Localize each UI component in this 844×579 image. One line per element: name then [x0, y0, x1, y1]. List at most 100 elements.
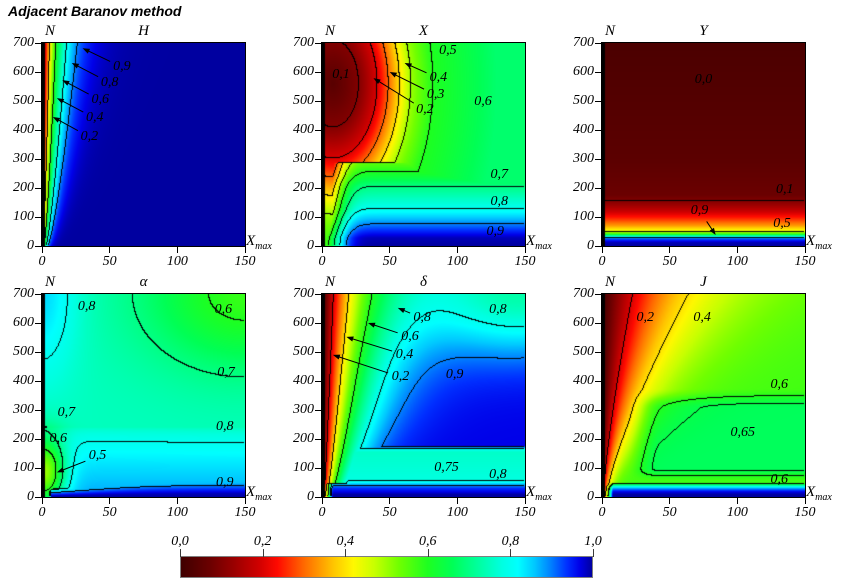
- x-tick-label: 50: [102, 505, 117, 520]
- y-tick: [35, 42, 41, 44]
- contour-label-J-0_2: 0,2: [636, 310, 655, 326]
- contour-label-delta-0_4: 0,4: [395, 346, 414, 362]
- y-tick-label: 300: [293, 402, 314, 417]
- y-tick: [595, 438, 601, 440]
- y-tick: [315, 216, 321, 218]
- y-tick-label: 100: [13, 460, 34, 475]
- y-tick-label: 400: [13, 373, 34, 388]
- y-tick-label: 300: [13, 151, 34, 166]
- contour-label-J-0_65: 0,65: [730, 424, 755, 440]
- y-axis-label-J: N: [605, 274, 616, 290]
- y-tick: [595, 351, 601, 353]
- x-tick: [109, 498, 111, 504]
- plot-Y: 0,0 0,1 0,9 0,5 Y N Xmax 0 100 200 300 400 500 600 700…: [573, 23, 832, 269]
- x-tick-label: 150: [234, 254, 256, 269]
- contour-label-Y-0_0: 0,0: [694, 72, 713, 88]
- x-tick-label: 0: [318, 505, 326, 520]
- x-tick: [601, 247, 603, 253]
- y-tick-label: 500: [293, 344, 314, 359]
- plot-alpha: 0,8 0,6 0,7 0,7 0,6 0,5 0,8 0,9 α N Xmax 0 100 200 300…: [13, 274, 272, 520]
- y-tick-label: 0: [587, 489, 594, 504]
- y-tick-label: 100: [573, 209, 594, 224]
- y-tick: [595, 245, 601, 247]
- y-tick: [35, 129, 41, 131]
- y-tick-label: 200: [573, 180, 594, 195]
- heatmap-H: [41, 42, 246, 247]
- contour-label-X-0_6: 0,6: [474, 93, 492, 109]
- x-axis-label-Y: Xmax: [806, 233, 832, 252]
- x-tick-label: 0: [598, 505, 606, 520]
- x-tick: [736, 247, 738, 253]
- y-tick-label: 400: [573, 373, 594, 388]
- y-tick: [315, 158, 321, 160]
- plot-title-X: X: [418, 23, 429, 39]
- x-tick: [176, 498, 178, 504]
- colorbar-tick: [593, 549, 594, 557]
- y-axis-label-alpha: N: [45, 274, 56, 290]
- y-tick-label: 200: [293, 431, 314, 446]
- x-tick-label: 50: [102, 254, 117, 269]
- contour-label-alpha-0_6: 0,6: [214, 301, 233, 317]
- y-tick: [315, 293, 321, 295]
- contour-label-delta-0_6: 0,6: [401, 328, 419, 344]
- x-tick-label: 0: [318, 254, 326, 269]
- contour-label-alpha-0_8: 0,8: [215, 419, 234, 435]
- contour-label-X-0_1: 0,1: [332, 66, 350, 82]
- heatmap-delta: [321, 293, 526, 498]
- plot-title-alpha: α: [139, 274, 148, 290]
- y-tick: [315, 380, 321, 382]
- y-tick: [35, 351, 41, 353]
- contour-label-H-0_2: 0,2: [80, 128, 99, 144]
- y-tick: [35, 245, 41, 247]
- x-tick-label: 0: [598, 254, 606, 269]
- x-tick: [176, 247, 178, 253]
- y-tick: [315, 42, 321, 44]
- x-tick: [456, 498, 458, 504]
- y-tick-label: 500: [573, 93, 594, 108]
- x-tick: [244, 498, 246, 504]
- y-tick-label: 200: [13, 431, 34, 446]
- colorbar-tick-label: 0,6: [419, 534, 437, 549]
- y-tick-label: 200: [13, 180, 34, 195]
- x-tick: [41, 247, 43, 253]
- contour-label-Y-0_1: 0,1: [775, 182, 794, 198]
- colorbar-tick: [427, 549, 429, 557]
- y-tick-label: 300: [573, 402, 594, 417]
- contour-label-H-0_8: 0,8: [100, 74, 119, 90]
- plot-title-delta: δ: [420, 274, 427, 290]
- y-tick-label: 700: [573, 286, 594, 301]
- colorbar-tick-label: 1,0: [584, 534, 602, 549]
- y-tick-label: 100: [573, 460, 594, 475]
- y-tick-label: 500: [13, 93, 34, 108]
- contour-label-X-0_2: 0,2: [416, 101, 434, 117]
- plot-J: 0,2 0,4 0,6 0,65 0,6 J N Xmax 0 100 200 300 400 500 60…: [573, 274, 832, 520]
- y-tick-label: 200: [573, 431, 594, 446]
- y-tick: [315, 409, 321, 411]
- y-tick: [595, 293, 601, 295]
- contour-label-H-0_6: 0,6: [91, 92, 109, 108]
- y-tick-label: 600: [573, 64, 594, 79]
- y-tick-label: 100: [293, 460, 314, 475]
- y-tick: [315, 438, 321, 440]
- y-tick-label: 500: [573, 344, 594, 359]
- y-tick: [315, 129, 321, 131]
- y-tick-label: 100: [293, 209, 314, 224]
- x-tick-label: 150: [794, 254, 816, 269]
- contour-label-J-0_6: 0,6: [770, 471, 789, 487]
- colorbar-tick: [510, 549, 512, 557]
- y-tick: [35, 409, 41, 411]
- plot-title-H: H: [138, 23, 149, 39]
- heatmap-Y: [601, 42, 806, 247]
- y-tick-label: 300: [13, 402, 34, 417]
- colorbar-tick-label: 0,8: [501, 534, 520, 549]
- x-tick: [669, 498, 671, 504]
- figure-title: Adjacent Baranov method: [8, 3, 182, 19]
- heatmap-X: [321, 42, 526, 247]
- x-tick-label: 100: [726, 254, 748, 269]
- x-tick: [389, 247, 391, 253]
- x-tick-label: 50: [662, 254, 677, 269]
- y-tick: [595, 380, 601, 382]
- plot-delta: 0,8 0,6 0,4 0,2 0,9 0,8 0,75 0,8 δ N Xmax 0 100 200 30…: [293, 274, 552, 520]
- y-tick: [35, 380, 41, 382]
- contour-label-alpha-0_5: 0,5: [88, 448, 107, 464]
